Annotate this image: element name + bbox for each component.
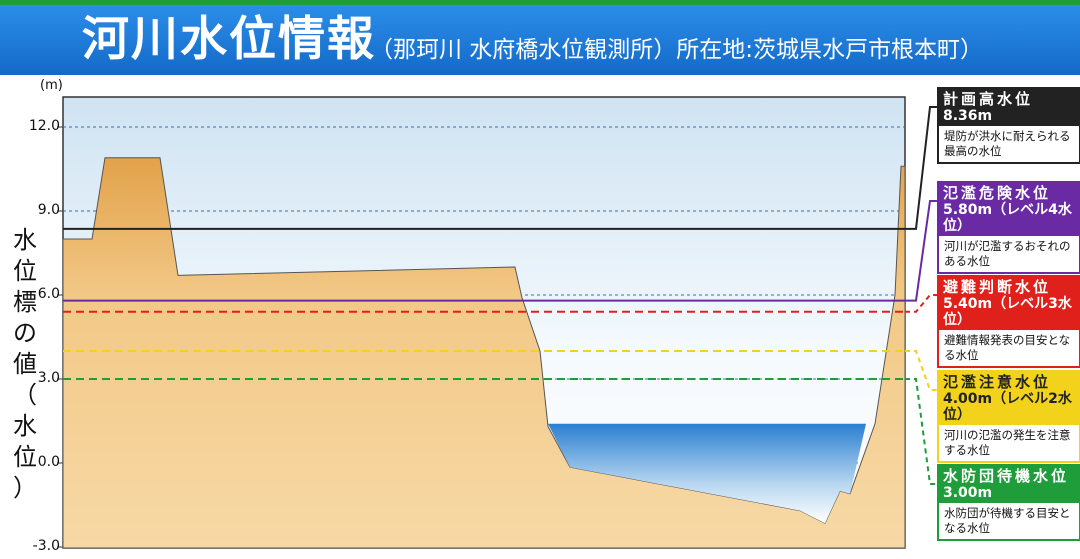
page-title: 河川水位情報 [82, 12, 376, 67]
level-legend-title: 計画高水位 8.36m [939, 89, 1079, 126]
level-description: 河川が氾濫するおそれのある水位 [944, 239, 1071, 268]
top-accent-bar [0, 0, 1080, 5]
level-legend-card: 水防団待機水位 3.00m 水防団が待機する目安となる水位 [937, 464, 1080, 541]
level-description: 堤防が洪水に耐えられる最高の水位 [944, 129, 1071, 158]
level-value: 8.36m [943, 108, 993, 124]
level-value: 5.80m（レベル4水位） [943, 202, 1072, 234]
y-axis-title-char: 位 [13, 257, 37, 285]
y-tick-label: 0.0 [37, 454, 60, 470]
y-axis-title-char: ） [13, 474, 37, 502]
level-name: 氾濫注意水位 [943, 373, 1052, 391]
y-axis-title-char: （ [13, 381, 37, 409]
level-value: 3.00m [943, 485, 993, 501]
level-legend-title: 水防団待機水位 3.00m [939, 466, 1079, 503]
cross-section-svg [57, 96, 937, 549]
level-connector [905, 350, 937, 391]
y-tick-label: 6.0 [37, 286, 60, 302]
level-value: 5.40m（レベル3水位） [943, 296, 1072, 328]
header-banner: 河川水位情報 （那珂川 水府橋水位観測所）所在地:茨城県水戸市根本町） [0, 5, 1080, 75]
level-legend-card: 氾濫注意水位 4.00m（レベル2水位） 河川の氾濫の発生を注意する水位 [937, 370, 1080, 463]
y-axis-title: 水位標の値（水位） [10, 225, 40, 504]
level-name: 計画高水位 [943, 90, 1034, 108]
level-connector [905, 378, 937, 485]
level-name: 氾濫危険水位 [943, 184, 1052, 202]
level-legend-title: 氾濫危険水位 5.80m（レベル4水位） [939, 183, 1079, 236]
level-connector [905, 200, 937, 302]
level-legend-title: 氾濫注意水位 4.00m（レベル2水位） [939, 372, 1079, 425]
y-tick-label: 12.0 [28, 118, 60, 134]
level-legend-card: 氾濫危険水位 5.80m（レベル4水位） 河川が氾濫するおそれのある水位 [937, 181, 1080, 274]
level-legend-card: 避難判断水位 5.40m（レベル3水位） 避難情報発表の目安となる水位 [937, 275, 1080, 368]
level-connector [905, 106, 937, 230]
y-axis-title-char: 位 [13, 443, 37, 471]
level-value: 4.00m（レベル2水位） [943, 391, 1072, 423]
y-axis-title-char: の [13, 319, 37, 347]
level-legend-card: 計画高水位 8.36m 堤防が洪水に耐えられる最高の水位 [937, 87, 1080, 164]
page-subtitle: （那珂川 水府橋水位観測所）所在地:茨城県水戸市根本町） [370, 37, 984, 63]
river-cross-section-diagram: (m) 水位標の値（水位） 12.0 9.0 6.0 3.0 0.0 -3.0 計画高水位… [0, 75, 1080, 559]
level-connector [905, 294, 937, 313]
y-axis-title-char: 水 [13, 412, 37, 440]
level-name: 水防団待機水位 [943, 467, 1070, 485]
y-axis-unit: (m) [40, 78, 63, 93]
river-water [548, 423, 866, 524]
y-axis-title-char: 水 [13, 226, 37, 254]
y-tick-label: 3.0 [37, 370, 60, 386]
level-legend-title: 避難判断水位 5.40m（レベル3水位） [939, 277, 1079, 330]
y-tick-label: 9.0 [37, 202, 60, 218]
level-name: 避難判断水位 [943, 278, 1052, 296]
level-description: 避難情報発表の目安となる水位 [944, 333, 1071, 362]
level-description: 水防団が待機する目安となる水位 [944, 506, 1071, 535]
level-description: 河川の氾濫の発生を注意する水位 [944, 428, 1071, 457]
y-tick-label: -3.0 [32, 538, 60, 554]
y-axis-title-char: 標 [13, 288, 37, 316]
y-axis-title-char: 値 [13, 350, 37, 378]
